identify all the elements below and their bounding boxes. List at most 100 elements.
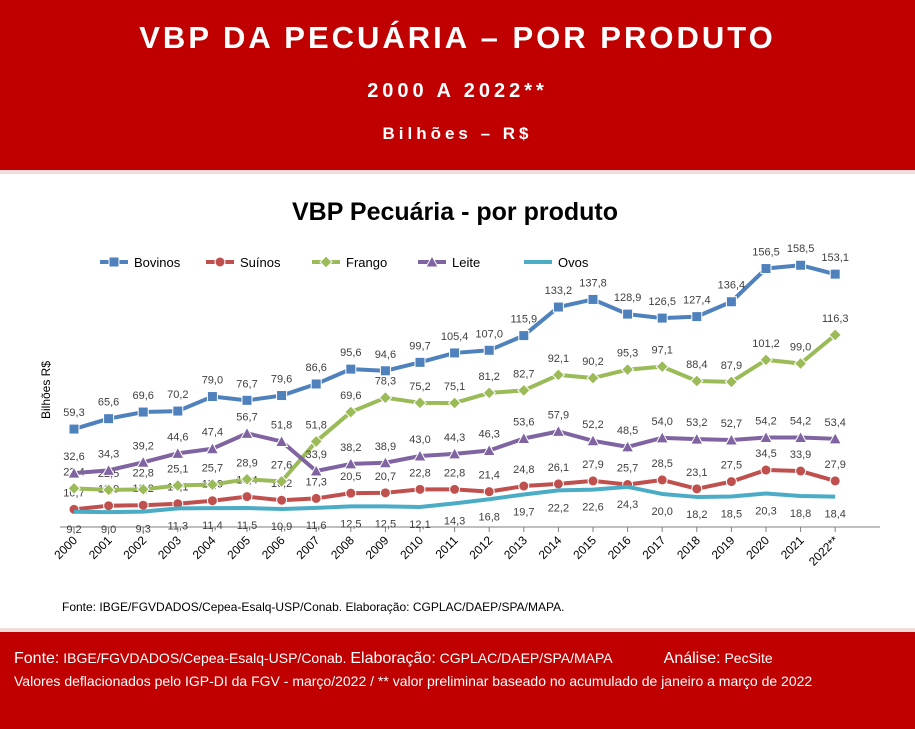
bovinos-data-label: 127,4 (683, 295, 711, 307)
suinos-data-label: 27,5 (721, 460, 742, 472)
frango-data-label: 69,6 (340, 390, 361, 402)
bovinos-data-label: 59,3 (63, 407, 84, 419)
frango-point (482, 386, 496, 400)
suinos-point (795, 465, 807, 477)
leite-data-label: 53,2 (686, 417, 707, 429)
leite-data-label: 51,8 (271, 419, 292, 431)
suinos-point (137, 499, 149, 511)
frango-point (586, 371, 600, 385)
ovos-series-line (73, 484, 836, 515)
leite-data-label: 54,2 (790, 415, 811, 427)
elaboracao-label: Elaboração: (350, 650, 436, 667)
ovos-data-label: 22,2 (548, 502, 569, 514)
ovos-data-label: 9,3 (136, 524, 151, 536)
leite-point (586, 433, 600, 447)
bovinos-point (68, 423, 80, 435)
x-tick-label: 2011 (433, 533, 461, 561)
x-tick-label: 2018 (674, 533, 703, 562)
bovinos-legend-marker (108, 256, 120, 268)
leite-point (620, 439, 635, 453)
bovinos-point (449, 347, 461, 359)
frango-point (274, 474, 289, 489)
leite-point (274, 434, 289, 447)
leite-point (689, 432, 704, 445)
ovos-data-label: 9,2 (66, 524, 81, 536)
frango-point (136, 482, 150, 497)
frango-point (517, 383, 531, 398)
frango-data-label: 28,9 (236, 457, 257, 469)
frango-data-label: 95,3 (617, 348, 638, 360)
footer-credits: Fonte: IBGE/FGVDADOS/Cepea-Esalq-USP/Con… (14, 650, 904, 668)
bovinos-data-label: 79,6 (271, 374, 292, 386)
bovinos-point (379, 365, 391, 377)
leite-data-label: 56,7 (236, 411, 257, 423)
leite-point (309, 463, 324, 477)
x-tick-label: 2005 (224, 533, 253, 562)
bovinos-point (552, 301, 564, 313)
suinos-data-label: 23,1 (686, 467, 707, 479)
bovinos-data-label: 76,7 (236, 378, 257, 390)
frango-point (309, 434, 323, 449)
chart-area: VBP Pecuária - por produto Bilhões R$ Bo… (0, 178, 915, 624)
suinos-point (760, 464, 772, 476)
bovinos-data-label: 133,2 (545, 285, 573, 297)
leite-point (759, 430, 773, 443)
frango-data-label: 92,1 (548, 353, 569, 365)
frango-point (447, 396, 462, 410)
bovinos-legend-label: Bovinos (134, 255, 181, 270)
leite-point (413, 448, 427, 462)
suinos-data-label: 26,1 (548, 462, 569, 474)
frango-data-label: 87,9 (721, 360, 742, 372)
x-tick-label: 2021 (778, 533, 807, 562)
leite-data-label: 52,2 (582, 419, 603, 431)
suinos-point (206, 495, 218, 507)
leite-data-label: 44,6 (167, 431, 188, 443)
ovos-data-label: 9,0 (101, 524, 116, 536)
leite-point (551, 424, 566, 437)
ovos-data-label: 22,6 (582, 502, 603, 514)
ovos-data-label: 19,7 (513, 506, 534, 518)
bovinos-data-label: 158,5 (787, 243, 815, 255)
leite-data-label: 48,5 (617, 425, 638, 437)
suinos-point (345, 487, 357, 499)
frango-data-label: 22,8 (132, 467, 153, 479)
frango-point (655, 359, 669, 374)
fonte-text: IBGE/FGVDADOS/Cepea-Esalq-USP/Conab. (63, 650, 347, 666)
x-tick-label: 2022** (806, 533, 842, 569)
frango-point (171, 478, 185, 493)
leite-data-label: 38,2 (340, 442, 361, 454)
ovos-data-label: 12,5 (340, 518, 361, 530)
suinos-point (691, 483, 703, 495)
header-banner: VBP DA PECUÁRIA – POR PRODUTO 2000 A 202… (0, 0, 915, 174)
leite-point (724, 432, 739, 446)
x-tick-label: 2013 (501, 533, 530, 562)
ovos-data-label: 20,0 (651, 506, 672, 518)
bovinos-data-label: 86,6 (305, 362, 326, 374)
suinos-data-label: 20,7 (375, 471, 396, 483)
ovos-data-label: 10,9 (271, 521, 292, 533)
leite-data-label: 38,9 (375, 441, 396, 453)
bovinos-data-label: 95,6 (340, 347, 361, 359)
frango-data-label: 88,4 (686, 359, 707, 371)
suinos-point (379, 487, 391, 499)
leite-point (343, 456, 358, 470)
footer-banner: Fonte: IBGE/FGVDADOS/Cepea-Esalq-USP/Con… (0, 628, 915, 729)
suinos-data-label: 22,8 (444, 467, 465, 479)
bovinos-point (760, 263, 772, 275)
frango-data-label: 81,2 (478, 371, 499, 383)
x-tick-label: 2008 (328, 533, 357, 562)
x-tick-label: 2009 (363, 533, 392, 562)
frango-data-label: 27,6 (271, 459, 292, 471)
ovos-data-label: 11,5 (237, 520, 258, 532)
frango-point (413, 396, 427, 410)
bovinos-point (691, 311, 703, 323)
ovos-data-label: 24,3 (617, 499, 638, 511)
bovinos-data-label: 128,9 (614, 292, 642, 304)
suinos-legend-marker (214, 256, 226, 268)
bovinos-data-label: 136,4 (718, 280, 746, 292)
elaboracao-text: CGPLAC/DAEP/SPA/MAPA (439, 650, 612, 666)
frango-point (205, 477, 220, 492)
line-chart: VBP Pecuária - por produto Bilhões R$ Bo… (39, 198, 880, 569)
frango-legend-marker (319, 255, 333, 269)
leite-data-label: 54,2 (755, 415, 776, 427)
